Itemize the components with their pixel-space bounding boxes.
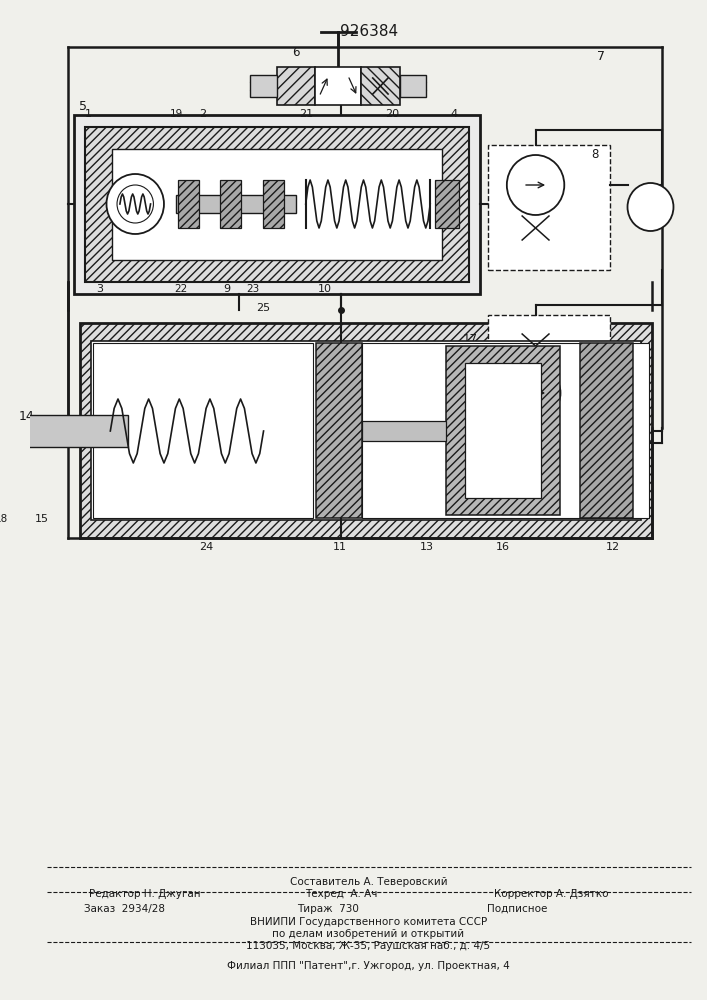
- Bar: [86, 127, 469, 282]
- Text: 3: 3: [96, 284, 103, 294]
- Bar: [445, 346, 561, 515]
- Bar: [262, 180, 284, 228]
- Circle shape: [0, 411, 22, 451]
- Text: 24: 24: [199, 542, 214, 552]
- Bar: [435, 180, 459, 228]
- Circle shape: [507, 155, 564, 215]
- Text: 20: 20: [385, 109, 399, 119]
- Text: 23: 23: [247, 284, 259, 294]
- Bar: [488, 315, 610, 428]
- Bar: [277, 67, 315, 105]
- Text: 5: 5: [78, 101, 86, 113]
- Text: 4: 4: [450, 109, 457, 119]
- Text: Подписное: Подписное: [487, 904, 548, 914]
- Bar: [22, 415, 127, 447]
- Circle shape: [628, 183, 674, 231]
- Text: 19: 19: [170, 109, 183, 119]
- Text: Составитель А. Теверовский: Составитель А. Теверовский: [290, 877, 448, 887]
- Text: 7: 7: [597, 50, 604, 64]
- Text: 15: 15: [35, 514, 48, 524]
- Text: 17: 17: [463, 333, 478, 346]
- Bar: [580, 343, 633, 518]
- Text: 926384: 926384: [340, 24, 398, 39]
- Bar: [74, 115, 480, 294]
- Bar: [219, 180, 240, 228]
- Text: 10: 10: [318, 284, 332, 294]
- Text: 22: 22: [175, 284, 188, 294]
- Circle shape: [117, 185, 153, 223]
- Text: 21: 21: [298, 109, 312, 119]
- Bar: [362, 343, 648, 518]
- Text: 9: 9: [223, 284, 230, 294]
- Text: Заказ  2934/28: Заказ 2934/28: [84, 904, 165, 914]
- Text: 12: 12: [606, 542, 620, 552]
- Text: 8: 8: [591, 148, 599, 161]
- Bar: [178, 180, 199, 228]
- Text: 113035, Москва, Ж-35, Раушская наб., д. 4/5: 113035, Москва, Ж-35, Раушская наб., д. …: [246, 941, 491, 951]
- Bar: [361, 67, 399, 105]
- Text: 11: 11: [333, 542, 347, 552]
- Text: Техред  А. Ач: Техред А. Ач: [305, 889, 378, 899]
- Text: ВНИИПИ Государственного комитета СССР: ВНИИПИ Государственного комитета СССР: [250, 917, 487, 927]
- Text: 18: 18: [0, 514, 8, 524]
- Bar: [250, 75, 277, 97]
- Text: Корректор А. Дзятко: Корректор А. Дзятко: [494, 889, 609, 899]
- Text: 14: 14: [19, 410, 35, 423]
- Bar: [488, 145, 610, 270]
- Text: 2: 2: [199, 109, 206, 119]
- Bar: [464, 363, 542, 498]
- Bar: [362, 421, 445, 441]
- Circle shape: [107, 174, 164, 234]
- Text: Тираж  730: Тираж 730: [297, 904, 358, 914]
- Bar: [91, 341, 641, 520]
- Text: 13: 13: [419, 542, 433, 552]
- Bar: [399, 75, 426, 97]
- Text: по делам изобретений и открытий: по делам изобретений и открытий: [272, 929, 464, 939]
- Bar: [177, 195, 296, 213]
- Bar: [112, 149, 442, 260]
- Bar: [93, 343, 313, 518]
- Bar: [80, 323, 653, 538]
- Text: 25: 25: [257, 303, 271, 313]
- Text: 1: 1: [85, 109, 92, 119]
- Text: Филиал ППП "Патент",г. Ужгород, ул. Проектная, 4: Филиал ППП "Патент",г. Ужгород, ул. Прое…: [227, 961, 510, 971]
- Circle shape: [510, 367, 561, 419]
- Bar: [315, 67, 361, 105]
- Text: Редактор Н. Джуган: Редактор Н. Джуган: [89, 889, 201, 899]
- Text: 6: 6: [293, 46, 300, 60]
- Bar: [316, 343, 362, 518]
- Text: 16: 16: [496, 542, 510, 552]
